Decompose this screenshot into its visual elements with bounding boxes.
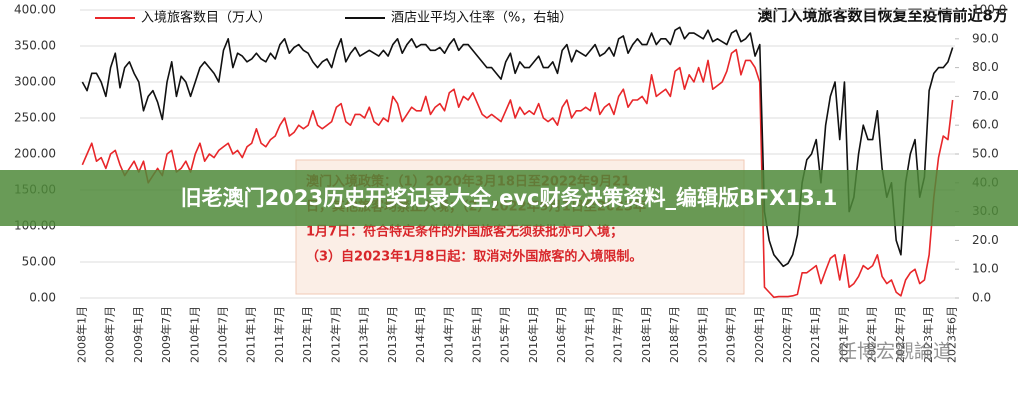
x-tick-label: 2023年1月 [921,306,935,363]
y2-tick-label: 100.0 [972,3,1006,17]
series-line [81,26,954,268]
x-tick-label: 2015年7月 [498,306,512,363]
x-tick-label: 2022年1月 [865,306,879,363]
x-tick-label: 2011年7月 [272,306,286,363]
x-tick-label: 2008年7月 [103,306,117,363]
x-tick-label: 2017年7月 [611,306,625,363]
y-tick-label: 0.00 [29,291,56,305]
y2-tick-label: 80.0 [972,60,999,74]
legend-label: 入境旅客数目（万人） [141,10,271,26]
x-tick-label: 2014年1月 [413,306,427,363]
x-tick-label: 2015年1月 [470,306,484,363]
y-tick-label: 200.00 [14,147,56,161]
legend-label: 酒店业平均入住率（%，右轴） [391,10,572,26]
y2-tick-label: 90.0 [972,31,999,45]
x-tick-label: 2021年7月 [836,306,850,363]
x-tick-label: 2023年6月 [945,306,959,363]
x-tick-label: 2013年1月 [357,306,371,363]
x-tick-label: 2019年7月 [724,306,738,363]
x-tick-label: 2020年1月 [752,306,766,363]
y2-tick-label: 10.0 [972,262,999,276]
x-tick-label: 2013年7月 [385,306,399,363]
x-tick-label: 2012年7月 [328,306,342,363]
series-line [81,48,954,299]
x-tick-label: 2022年7月 [893,306,907,363]
y2-tick-label: 50.0 [972,147,999,161]
annotation-line: 1月7日：符合特定条件的外国旅客无须获批亦可入境； [306,224,623,240]
x-tick-label: 2014年7月 [441,306,455,363]
x-tick-label: 2009年7月 [159,306,173,363]
x-tick-label: 2010年1月 [187,306,201,363]
x-tick-label: 2018年1月 [639,306,653,363]
y-tick-label: 300.00 [14,75,56,89]
banner: 旧老澳门2023历史开奖记录大全,evc财务决策资料_编辑版BFX13.1 [0,170,1018,226]
y2-tick-label: 70.0 [972,89,999,103]
x-tick-label: 2012年1月 [300,306,314,363]
x-tick-label: 2020年7月 [780,306,794,363]
x-tick-label: 2018年7月 [667,306,681,363]
y2-tick-label: 60.0 [972,118,999,132]
chart-title: 澳门入境旅客数目恢复至疫情前近8万 [758,7,1008,25]
y2-tick-label: 0.0 [972,291,991,305]
x-tick-label: 2009年1月 [131,306,145,363]
y-tick-label: 400.00 [14,3,56,17]
x-tick-label: 2019年1月 [695,306,709,363]
x-tick-label: 2010年7月 [215,306,229,363]
y2-tick-label: 20.0 [972,233,999,247]
banner-text: 旧老澳门2023历史开奖记录大全,evc财务决策资料_编辑版BFX13.1 [181,186,838,210]
x-tick-label: 2017年1月 [582,306,596,363]
x-tick-label: 2008年1月 [74,306,88,363]
y-tick-label: 350.00 [14,39,56,53]
y-tick-label: 250.00 [14,111,56,125]
annotation-line: （3）自2023年1月8日起：取消对外国旅客的入境限制。 [306,249,642,265]
y-tick-label: 50.00 [22,255,56,269]
x-tick-label: 2011年1月 [244,306,258,363]
x-tick-label: 2016年1月 [526,306,540,363]
watermark: 任博宏觀論道 [838,341,952,363]
x-tick-label: 2021年1月 [808,306,822,363]
x-tick-label: 2016年7月 [554,306,568,363]
banner-bg [0,170,1018,226]
